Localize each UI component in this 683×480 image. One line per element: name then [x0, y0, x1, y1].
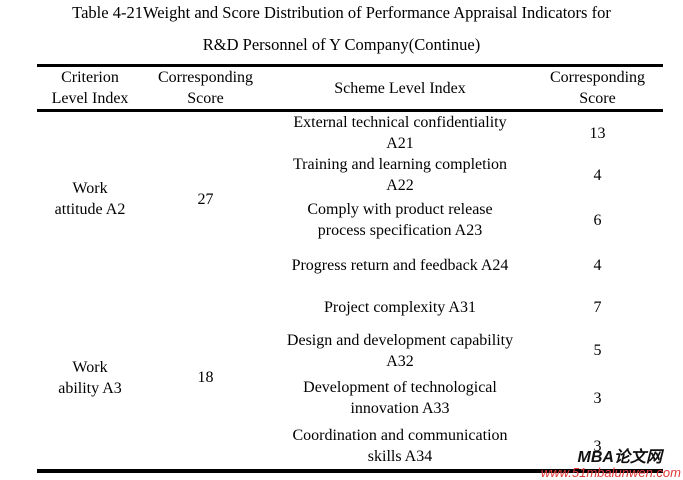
scheme-label: innovation A33	[350, 400, 450, 417]
header-text: Score	[187, 90, 224, 107]
watermark-url: www.51mbalunwen.com	[540, 465, 681, 480]
criterion-label: Work	[72, 358, 108, 376]
score-cell-a24: 4	[532, 244, 663, 286]
header-text: Score	[579, 90, 616, 107]
scheme-label: Development of technological	[303, 379, 497, 396]
scheme-label: process specification A23	[317, 222, 483, 239]
scheme-cell-a23: Comply with product release process spec…	[268, 196, 532, 244]
criterion-cell-a3: Work ability A3	[37, 286, 143, 471]
scheme-label: A22	[386, 177, 414, 194]
header-criterion-level-index: Criterion Level Index	[37, 66, 143, 111]
score-cell-a34: 3	[532, 423, 663, 471]
scheme-cell-a33: Development of technological innovation …	[268, 373, 532, 423]
table-row: Design and development capability A32 5	[37, 328, 663, 373]
scheme-label: skills A34	[367, 448, 433, 465]
criterion-score: 27	[197, 190, 214, 208]
score-cell-a21: 13	[532, 111, 663, 155]
criterion-score: 18	[197, 369, 214, 386]
scheme-score: 5	[593, 342, 602, 359]
criterion-score-cell-a3: 18	[143, 286, 268, 471]
score-cell-a33: 3	[532, 373, 663, 423]
watermark-brand: MBA论文网	[577, 449, 662, 466]
header-scheme-level-index: Scheme Level Index	[268, 66, 532, 111]
score-cell-a31: 7	[532, 286, 663, 328]
scheme-label: External technical confidentiality	[293, 114, 507, 131]
header-text: Corresponding	[549, 69, 646, 86]
header-text: Scheme Level Index	[334, 79, 466, 97]
header-row: Criterion Level Index Corresponding Scor…	[37, 66, 663, 111]
criterion-cell-a2: Work attitude A2	[37, 111, 143, 287]
criterion-score-cell-a2: 27	[143, 111, 268, 287]
scheme-score: 3	[593, 389, 602, 407]
scheme-label: Comply with product release	[307, 201, 493, 218]
criterion-label: attitude A2	[54, 201, 126, 218]
scheme-score: 4	[593, 166, 602, 184]
scheme-label: Design and development capability	[286, 331, 514, 349]
header-corresponding-score-2: Corresponding Score	[532, 66, 663, 111]
score-cell-a22: 4	[532, 154, 663, 196]
scheme-label: Progress return and feedback A24	[291, 256, 509, 274]
header-text: Corresponding	[157, 69, 254, 86]
scheme-label: Training and learning completion	[292, 156, 508, 173]
scheme-cell-a22: Training and learning completion A22	[268, 154, 532, 196]
table-row: Coordination and communication skills A3…	[37, 423, 663, 471]
table-title-line2: R&D Personnel of Y Company(Continue)	[202, 35, 481, 54]
scheme-cell-a21: External technical confidentiality A21	[268, 111, 532, 155]
header-corresponding-score-1: Corresponding Score	[143, 66, 268, 111]
score-cell-a23: 6	[532, 196, 663, 244]
table-row: Progress return and feedback A24 4	[37, 244, 663, 286]
scheme-score: 3	[593, 437, 602, 455]
header-text: Level Index	[51, 90, 129, 107]
header-text: Criterion	[61, 69, 119, 86]
scheme-label: A32	[386, 352, 414, 370]
scheme-score: 13	[589, 124, 606, 142]
scheme-score: 7	[593, 298, 602, 316]
scheme-cell-a32: Design and development capability A32	[268, 328, 532, 373]
criterion-label: ability A3	[58, 379, 122, 397]
table-row: Development of technological innovation …	[37, 373, 663, 423]
score-cell-a32: 5	[532, 328, 663, 373]
table-row: Work ability A3 18 Project complexity A3…	[37, 286, 663, 397]
scheme-cell-a34: Coordination and communication skills A3…	[268, 423, 532, 471]
table-title-line1: Table 4-21Weight and Score Distribution …	[72, 3, 611, 22]
criterion-label: Work	[72, 180, 108, 197]
scheme-cell-a31: Project complexity A31	[268, 286, 532, 328]
watermark: MBA论文网 www.51mbalunwen.com	[540, 449, 681, 480]
scheme-label: Project complexity A31	[324, 298, 476, 316]
scheme-label: Coordination and communication	[292, 427, 508, 444]
scheme-label: A21	[386, 135, 414, 152]
table-row: Comply with product release process spec…	[37, 196, 663, 244]
table-row: Work attitude A2 27 External technical c…	[37, 111, 663, 218]
scheme-cell-a24: Progress return and feedback A24	[268, 244, 532, 286]
indicator-weight-score-table: Criterion Level Index Corresponding Scor…	[37, 64, 663, 473]
scheme-score: 4	[593, 256, 602, 274]
table-row: Training and learning completion A22 4	[37, 154, 663, 196]
scheme-score: 6	[593, 211, 602, 229]
